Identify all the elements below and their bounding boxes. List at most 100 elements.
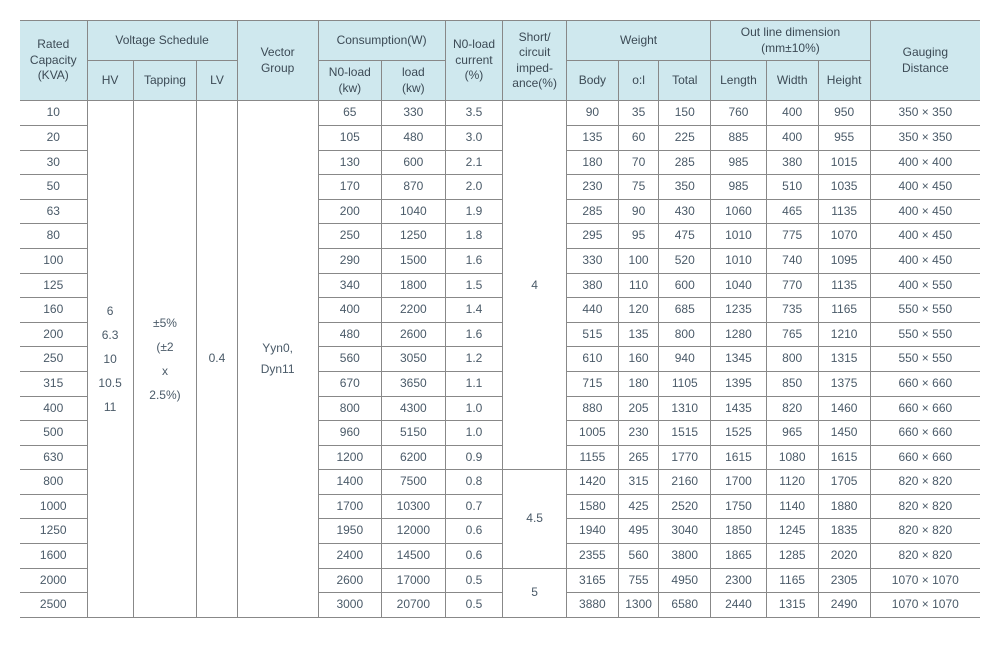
cell-body: 380 <box>566 273 618 298</box>
cell-body: 1005 <box>566 421 618 446</box>
cell-no-load-current: 3.5 <box>445 101 503 126</box>
header-body: Body <box>566 61 618 101</box>
header-consumption: Consumption(W) <box>318 21 445 61</box>
cell-width: 850 <box>766 371 818 396</box>
cell-no-load-current: 1.6 <box>445 248 503 273</box>
cell-total: 1515 <box>659 421 711 446</box>
cell-total: 1310 <box>659 396 711 421</box>
cell-oil: 35 <box>618 101 658 126</box>
cell-height: 1095 <box>818 248 870 273</box>
cell-length: 1525 <box>711 421 766 446</box>
cell-gauging: 350 × 350 <box>870 101 980 126</box>
cell-total: 2520 <box>659 494 711 519</box>
cell-gauging: 550 × 550 <box>870 298 980 323</box>
cell-no-load: 960 <box>318 421 382 446</box>
cell-height: 2490 <box>818 593 870 618</box>
cell-oil: 560 <box>618 544 658 569</box>
cell-oil: 75 <box>618 175 658 200</box>
header-outline: Out line dimension(mm±10%) <box>711 21 870 61</box>
cell-width: 465 <box>766 199 818 224</box>
cell-gauging: 550 × 550 <box>870 347 980 372</box>
header-width: Width <box>766 61 818 101</box>
cell-total: 4950 <box>659 568 711 593</box>
cell-height: 2305 <box>818 568 870 593</box>
cell-no-load-current: 1.5 <box>445 273 503 298</box>
cell-gauging: 820 × 820 <box>870 544 980 569</box>
cell-total: 1770 <box>659 445 711 470</box>
cell-load: 1800 <box>382 273 446 298</box>
cell-length: 1235 <box>711 298 766 323</box>
cell-width: 735 <box>766 298 818 323</box>
cell-load: 4300 <box>382 396 446 421</box>
cell-width: 965 <box>766 421 818 446</box>
cell-no-load-current: 1.6 <box>445 322 503 347</box>
cell-height: 1015 <box>818 150 870 175</box>
cell-width: 400 <box>766 125 818 150</box>
cell-kva: 1250 <box>20 519 87 544</box>
cell-height: 1705 <box>818 470 870 495</box>
cell-gauging: 820 × 820 <box>870 470 980 495</box>
cell-load: 3050 <box>382 347 446 372</box>
cell-gauging: 820 × 820 <box>870 519 980 544</box>
cell-kva: 400 <box>20 396 87 421</box>
cell-load: 330 <box>382 101 446 126</box>
cell-total: 3040 <box>659 519 711 544</box>
cell-kva: 2000 <box>20 568 87 593</box>
cell-load: 20700 <box>382 593 446 618</box>
cell-length: 1700 <box>711 470 766 495</box>
cell-height: 1375 <box>818 371 870 396</box>
cell-height: 1880 <box>818 494 870 519</box>
cell-no-load-current: 2.0 <box>445 175 503 200</box>
header-total: Total <box>659 61 711 101</box>
cell-oil: 230 <box>618 421 658 446</box>
cell-gauging: 820 × 820 <box>870 494 980 519</box>
cell-no-load: 130 <box>318 150 382 175</box>
cell-body: 3880 <box>566 593 618 618</box>
cell-body: 1420 <box>566 470 618 495</box>
cell-kva: 2500 <box>20 593 87 618</box>
cell-kva: 630 <box>20 445 87 470</box>
cell-body: 135 <box>566 125 618 150</box>
cell-height: 950 <box>818 101 870 126</box>
cell-height: 1615 <box>818 445 870 470</box>
cell-width: 1120 <box>766 470 818 495</box>
cell-short-circuit: 5 <box>503 568 567 617</box>
cell-kva: 20 <box>20 125 87 150</box>
cell-length: 985 <box>711 175 766 200</box>
header-no-load-current: N0-loadcurrent(%) <box>445 21 503 101</box>
cell-no-load-current: 1.9 <box>445 199 503 224</box>
cell-length: 1615 <box>711 445 766 470</box>
cell-height: 2020 <box>818 544 870 569</box>
cell-kva: 125 <box>20 273 87 298</box>
cell-body: 1155 <box>566 445 618 470</box>
cell-width: 510 <box>766 175 818 200</box>
cell-oil: 60 <box>618 125 658 150</box>
cell-no-load: 560 <box>318 347 382 372</box>
cell-length: 1865 <box>711 544 766 569</box>
header-tapping: Tapping <box>133 61 197 101</box>
cell-no-load-current: 0.8 <box>445 470 503 495</box>
cell-load: 6200 <box>382 445 446 470</box>
cell-oil: 205 <box>618 396 658 421</box>
cell-oil: 425 <box>618 494 658 519</box>
cell-load: 3650 <box>382 371 446 396</box>
cell-length: 885 <box>711 125 766 150</box>
cell-gauging: 350 × 350 <box>870 125 980 150</box>
cell-no-load: 1400 <box>318 470 382 495</box>
cell-gauging: 660 × 660 <box>870 421 980 446</box>
cell-no-load: 800 <box>318 396 382 421</box>
cell-no-load-current: 1.1 <box>445 371 503 396</box>
table-header: RatedCapacity(KVA) Voltage Schedule Vect… <box>20 21 980 101</box>
cell-length: 1280 <box>711 322 766 347</box>
cell-no-load: 170 <box>318 175 382 200</box>
cell-gauging: 660 × 660 <box>870 371 980 396</box>
cell-load: 2600 <box>382 322 446 347</box>
cell-width: 770 <box>766 273 818 298</box>
cell-load: 870 <box>382 175 446 200</box>
cell-no-load: 1200 <box>318 445 382 470</box>
cell-no-load: 105 <box>318 125 382 150</box>
cell-no-load-current: 0.6 <box>445 519 503 544</box>
cell-height: 1135 <box>818 199 870 224</box>
cell-height: 1315 <box>818 347 870 372</box>
cell-body: 515 <box>566 322 618 347</box>
